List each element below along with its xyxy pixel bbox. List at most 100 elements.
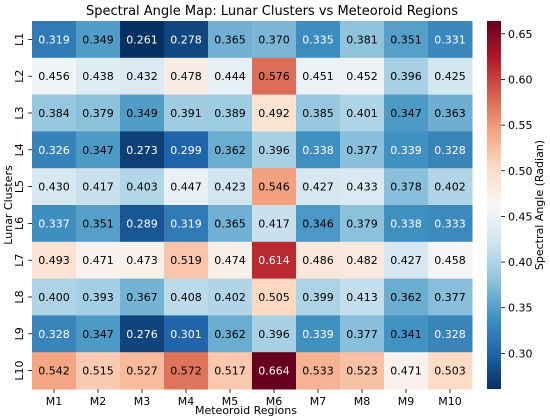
cell-value-label: 0.399 [302,291,334,304]
heatmap-cell [164,352,209,390]
cell-value-label: 0.377 [434,291,466,304]
heatmap-cell [208,94,253,132]
cell-value-label: 0.347 [82,144,114,157]
y-tick-label: L6 [13,217,26,230]
cell-value-label: 0.433 [346,181,378,194]
heatmap-cell [428,21,473,59]
heatmap-cell [340,94,385,132]
heatmap-cell [208,352,253,390]
x-tick-label: M8 [354,395,371,408]
cell-value-label: 0.261 [126,33,158,46]
cell-value-label: 0.492 [258,107,290,120]
cell-value-label: 0.542 [38,365,70,378]
cell-value-label: 0.319 [170,217,202,230]
heatmap-cell [32,278,77,316]
heatmap-cell [76,57,121,96]
cell-value-label: 0.328 [434,144,466,157]
heatmap-cell [296,241,341,280]
heatmap-cell [252,278,297,316]
x-tick-label: M5 [222,395,239,408]
y-tick-label: L8 [13,290,26,303]
cell-value-label: 0.339 [390,144,422,157]
x-tick-label: M2 [90,395,107,408]
heatmap-cell [76,168,121,206]
heatmap-cell [32,315,77,353]
cell-value-label: 0.391 [170,107,202,120]
heatmap-cell [296,278,341,316]
heatmap-cell [120,168,165,206]
cell-value-label: 0.351 [82,217,114,230]
heatmap-cell [120,352,165,390]
cell-value-label: 0.546 [258,181,290,194]
y-tick-label: L2 [13,70,26,83]
heatmap-cell [164,131,209,169]
colorbar: 0.30 0.35 0.40 0.45 0.50 0.55 0.60 0.65 Spectra… [487,21,546,389]
x-tick-label: M3 [134,395,151,408]
heatmap-cell [164,94,209,132]
heatmap-cell [32,352,77,390]
heatmap-cell [208,278,253,316]
heatmap-cell [384,241,429,280]
heatmap-cell [428,168,473,206]
heatmap-cell [164,21,209,59]
cell-value-label: 0.338 [302,144,334,157]
colorbar-tick-label: 0.35 [508,302,533,315]
colorbar-tick-label: 0.50 [508,165,533,178]
heatmap-cell [120,278,165,316]
cell-value-label: 0.474 [214,254,246,267]
cell-value-label: 0.349 [82,33,114,46]
heatmap-cell [252,131,297,169]
cell-value-label: 0.402 [434,181,466,194]
y-tick-label: L7 [13,254,26,267]
heatmap-cell [340,168,385,206]
y-axis-ticks: L1 L2 L3 L4 L5 L6 L7 L8 L9 L10 [13,33,32,381]
cell-value-label: 0.370 [258,33,290,46]
heatmap-cell [76,205,121,243]
cell-value-label: 0.385 [302,107,334,120]
heatmap-cell [384,168,429,206]
cell-value-label: 0.471 [82,254,114,267]
cell-value-label: 0.379 [82,107,114,120]
heatmap-cell [164,57,209,96]
cell-value-label: 0.664 [258,365,290,378]
heatmap-cell [76,21,121,59]
x-axis-label: Meteoroid Regions [195,404,297,417]
cell-value-label: 0.576 [258,70,290,83]
colorbar-tick-label: 0.40 [508,256,533,269]
cell-value-label: 0.273 [126,144,158,157]
cell-value-label: 0.363 [434,107,466,120]
heatmap-cell [252,94,297,132]
heatmap-cell [384,278,429,316]
heatmap-cell [340,241,385,280]
y-tick-label: L5 [13,180,26,193]
heatmap-cell [428,315,473,353]
heatmap-cell [120,205,165,243]
cell-value-label: 0.351 [390,33,422,46]
heatmap-cell [32,205,77,243]
cell-value-label: 0.456 [38,70,70,83]
cell-value-label: 0.402 [214,291,246,304]
cell-value-label: 0.389 [214,107,246,120]
cell-value-label: 0.379 [346,217,378,230]
y-tick-label: L3 [13,106,26,119]
cell-value-label: 0.396 [258,144,290,157]
cell-value-label: 0.413 [346,291,378,304]
colorbar-tick-label: 0.45 [508,210,533,223]
cell-value-label: 0.523 [346,365,378,378]
cell-value-label: 0.377 [346,144,378,157]
heatmap-cell [208,205,253,243]
cell-value-label: 0.432 [126,70,158,83]
heatmap-cell [120,94,165,132]
cell-value-label: 0.276 [126,328,158,341]
chart-title: Spectral Angle Map: Lunar Clusters vs Me… [86,4,458,19]
cell-value-label: 0.417 [258,217,290,230]
heatmap-cell [296,168,341,206]
cell-value-label: 0.339 [302,328,334,341]
cell-value-label: 0.614 [258,254,290,267]
y-axis-label: Lunar Clusters [2,165,15,245]
cell-value-label: 0.423 [214,181,246,194]
heatmap-cell [428,278,473,316]
heatmap-cell [384,94,429,132]
cell-value-label: 0.396 [390,70,422,83]
cell-value-label: 0.347 [390,107,422,120]
